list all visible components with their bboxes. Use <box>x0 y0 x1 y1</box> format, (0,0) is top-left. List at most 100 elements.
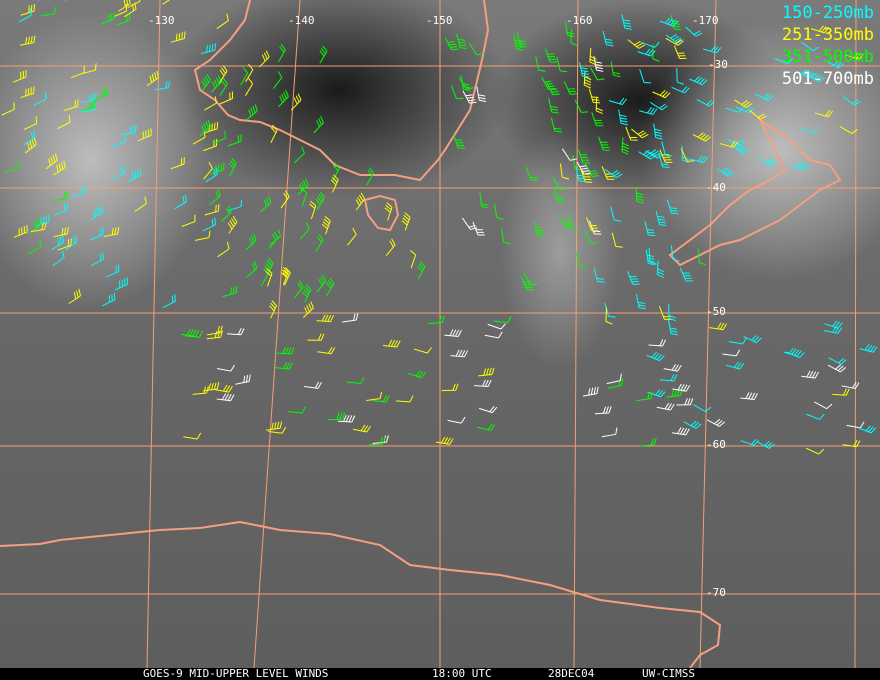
pressure-legend: 150-250mb 251-350mb 351-500mb 501-700mb <box>782 2 874 90</box>
wind-barb <box>4 161 20 173</box>
wind-barb <box>478 406 498 414</box>
wind-barb <box>640 437 657 447</box>
wind-barb <box>645 149 664 159</box>
wind-barb <box>546 81 560 96</box>
wind-barb <box>618 109 628 126</box>
wind-barb <box>204 204 220 216</box>
wind-barb <box>638 150 657 160</box>
coastlines <box>0 0 842 668</box>
wind-barb <box>523 272 539 286</box>
wind-barb <box>693 404 712 413</box>
wind-barb <box>216 364 235 372</box>
wind-barb <box>114 277 129 291</box>
wind-barb <box>476 423 496 431</box>
wind-barb <box>366 167 375 186</box>
wind-barb <box>94 87 109 101</box>
caption-date: 28DEC04 <box>548 667 595 680</box>
wind-barb <box>28 217 42 234</box>
wind-barb <box>40 6 57 17</box>
wind-barb <box>631 128 649 139</box>
wind-barb <box>659 149 673 164</box>
wind-barb <box>309 200 317 220</box>
wind-barb <box>103 226 120 237</box>
wind-barb <box>580 168 593 183</box>
wind-barb <box>608 97 627 105</box>
wind-barb <box>245 233 257 251</box>
latitude-label: -70 <box>706 586 726 599</box>
wind-barb <box>500 228 511 245</box>
wind-barb <box>204 96 217 111</box>
wind-barb <box>240 67 249 86</box>
latitude-label: -40 <box>706 181 726 194</box>
wind-barb <box>487 323 506 330</box>
wind-barb <box>299 222 310 240</box>
wind-barb <box>71 185 86 198</box>
wind-barbs <box>1 0 878 455</box>
wind-barb <box>401 212 411 231</box>
wind-barb <box>57 115 71 130</box>
wind-barb <box>484 331 503 339</box>
wind-barb <box>594 406 612 415</box>
wind-barb <box>80 100 96 112</box>
wind-barb <box>552 176 567 191</box>
coastline-australia <box>193 0 490 182</box>
wind-barb <box>842 96 861 106</box>
wind-barb <box>118 0 131 12</box>
caption-satellite: GOES-9 MID-UPPER LEVEL WINDS <box>143 667 329 680</box>
wind-barb <box>278 43 286 63</box>
legend-item-501-700: 501-700mb <box>781 69 874 89</box>
wind-barb <box>206 330 223 340</box>
wind-barb <box>227 134 242 147</box>
wind-barb <box>806 413 825 420</box>
wind-barb <box>641 41 660 48</box>
wind-barb <box>525 166 539 181</box>
wind-barb <box>170 31 186 43</box>
caption-time: 18:00 UTC <box>432 667 492 680</box>
wind-barb <box>639 69 652 84</box>
wind-barb <box>199 119 212 137</box>
wind-barb <box>268 231 279 250</box>
wind-barb <box>636 391 653 402</box>
wind-barb <box>842 439 861 448</box>
wind-barb <box>799 126 819 134</box>
wind-barb <box>355 192 366 211</box>
wind-barb <box>652 90 671 99</box>
wind-barb <box>235 374 251 385</box>
wind-barb <box>665 37 684 46</box>
wind-barb <box>832 388 850 396</box>
wind-barb <box>321 216 331 235</box>
wind-barb <box>80 102 97 113</box>
wind-barb <box>219 77 228 96</box>
wind-barb <box>468 42 484 56</box>
wind-barb <box>28 239 42 255</box>
wind-barb <box>315 233 324 252</box>
wind-barb <box>591 112 604 127</box>
coastline-antarctica <box>0 520 722 668</box>
coastline-tasmania <box>363 194 400 232</box>
wind-barb <box>328 412 346 421</box>
wind-barb <box>216 393 235 402</box>
wind-barb <box>570 28 578 47</box>
wind-barb <box>697 248 707 266</box>
wind-barb <box>786 351 805 359</box>
wind-barb <box>725 361 745 370</box>
wind-barb <box>266 421 283 431</box>
wind-barb <box>441 383 459 392</box>
wind-barb <box>774 57 794 65</box>
wind-barb <box>162 294 176 309</box>
wind-barb <box>692 132 712 142</box>
wind-barb <box>670 14 682 31</box>
wind-barb <box>607 378 624 389</box>
wind-barb <box>460 75 471 92</box>
wind-barb <box>326 277 335 296</box>
wind-barb <box>290 93 302 111</box>
wind-barb <box>81 93 97 104</box>
longitude-label: -150 <box>426 14 453 27</box>
wind-barb <box>702 45 722 54</box>
wind-barb <box>637 48 656 57</box>
wind-barb <box>444 37 459 51</box>
meridian-line <box>699 0 717 668</box>
wind-barb <box>621 137 630 155</box>
wind-barb <box>12 69 27 83</box>
wind-barb <box>824 320 843 329</box>
